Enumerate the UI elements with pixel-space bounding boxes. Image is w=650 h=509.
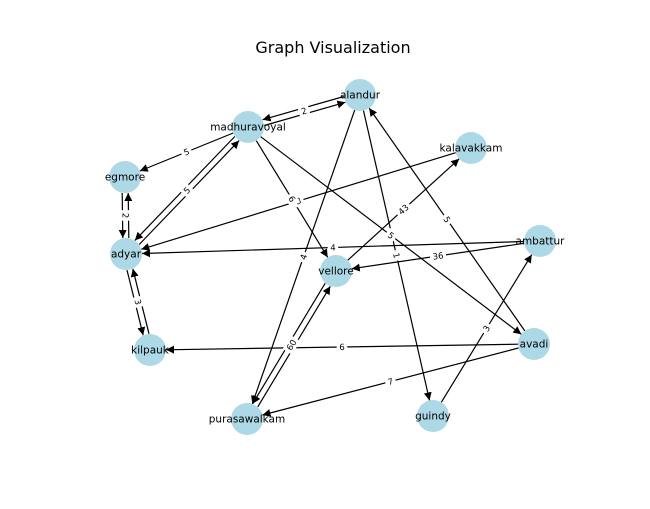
edge-label-avadi-kilpauk: 6	[336, 341, 348, 353]
node-circle	[232, 111, 264, 143]
node-guindy: guindy	[415, 400, 451, 432]
edge-weight-label: 5	[441, 215, 452, 225]
node-ambattur: ambattur	[516, 225, 566, 257]
edge-label-madhuravoyal-egmore: 5	[179, 144, 194, 160]
node-circle	[344, 79, 376, 111]
edge-label-adyar-kilpauk: 3	[131, 295, 145, 309]
edge-label-alandur-purasawalkam: 4	[296, 250, 311, 264]
edge-weight-label: 4	[299, 253, 310, 261]
edge-weight-label: 3	[295, 196, 303, 207]
edge-label-background	[479, 321, 494, 336]
edge-label-background	[327, 241, 339, 254]
edge-label-background	[284, 191, 300, 207]
edge-label-alandur-guindy: 1	[389, 249, 404, 262]
edge-weight-label: 36	[432, 251, 444, 262]
node-circle	[231, 403, 263, 435]
edge-label-egmore-adyar: 2	[119, 210, 132, 221]
edge-weight-label: 60	[285, 338, 299, 352]
edge-label-background	[179, 182, 195, 199]
node-label: alandur	[340, 90, 381, 102]
edge-label-background	[336, 341, 348, 353]
node-madhuravoyal: madhuravoyal	[210, 111, 286, 143]
edge-label-madhuravoyal-alandur: 2	[297, 104, 311, 118]
edge-label-background	[179, 144, 194, 160]
edge-weight-label: 2	[300, 106, 308, 117]
edge-label-background	[393, 200, 414, 219]
edge-label-ambattur-adyar: 4	[327, 241, 339, 254]
edge-label-background	[296, 250, 311, 264]
edge-label-adyar-madhuravoyal: 5	[179, 182, 195, 199]
edge-label-guindy-ambattur: 3	[479, 321, 494, 336]
edge-weight-label: 1	[390, 252, 401, 260]
edge-label-background	[439, 212, 455, 227]
node-vellore: vellore	[318, 255, 354, 287]
edge-weight-label: 6	[285, 195, 296, 205]
node-label: ambattur	[516, 236, 566, 248]
edge-label-avadi-alandur: 5	[439, 212, 455, 227]
edge-weight-label: 3	[482, 324, 493, 334]
node-circle	[455, 132, 487, 164]
node-label: avadi	[520, 339, 549, 351]
node-circle	[524, 225, 556, 257]
node-circle	[320, 255, 352, 287]
edge-weight-label: 2	[119, 213, 129, 219]
node-label: egmore	[105, 172, 145, 184]
edge-weight-label: 4	[330, 243, 336, 253]
edge-label-background	[297, 104, 311, 118]
edge-label-background	[389, 249, 404, 262]
edge-weight-label: 3	[132, 298, 143, 306]
node-circle	[134, 334, 166, 366]
edge-label-background	[383, 374, 397, 389]
edge-weight-label: 5	[385, 231, 395, 242]
node-label: kalavakkam	[440, 143, 503, 155]
node-label: vellore	[318, 266, 353, 278]
edge-weight-label: 5	[182, 147, 191, 158]
node-avadi: avadi	[518, 328, 550, 360]
node-circle	[518, 328, 550, 360]
node-adyar: adyar	[110, 238, 142, 270]
node-alandur: alandur	[340, 79, 381, 111]
nodes-layer: alandur madhuravoyal kalavakkam egmore adyar…	[105, 79, 565, 435]
node-label: adyar	[111, 249, 142, 261]
node-purasawalkam: purasawalkam	[209, 403, 285, 435]
edge-label-background	[383, 227, 399, 244]
node-circle	[110, 238, 142, 270]
node-kalavakkam: kalavakkam	[440, 132, 503, 164]
node-label: purasawalkam	[209, 414, 285, 426]
node-kilpauk: kilpauk	[131, 334, 170, 366]
node-circle	[109, 161, 141, 193]
edge-label-background	[131, 295, 145, 309]
node-circle	[417, 400, 449, 432]
node-label: guindy	[415, 411, 451, 423]
node-label: kilpauk	[131, 345, 170, 357]
node-egmore: egmore	[105, 161, 145, 193]
edge-label-purasawalkam-vellore: 60	[282, 335, 301, 355]
edge-label-madhuravoyal-vellore: 6	[284, 191, 300, 207]
edge-label-madhuravoyal-avadi: 5	[383, 227, 399, 244]
edge-weight-label: 7	[387, 377, 395, 388]
edge-label-background	[429, 249, 447, 263]
graph-title: Graph Visualization	[255, 38, 410, 57]
edge-label-background	[119, 210, 132, 221]
edge-label-avadi-purasawalkam: 7	[383, 374, 397, 389]
edge-label-ambattur-vellore: 36	[429, 249, 447, 263]
edge-weight-label: 5	[182, 186, 193, 197]
edge-label-background	[282, 335, 301, 355]
node-label: madhuravoyal	[210, 122, 286, 134]
edge-weight-label: 6	[339, 343, 345, 353]
